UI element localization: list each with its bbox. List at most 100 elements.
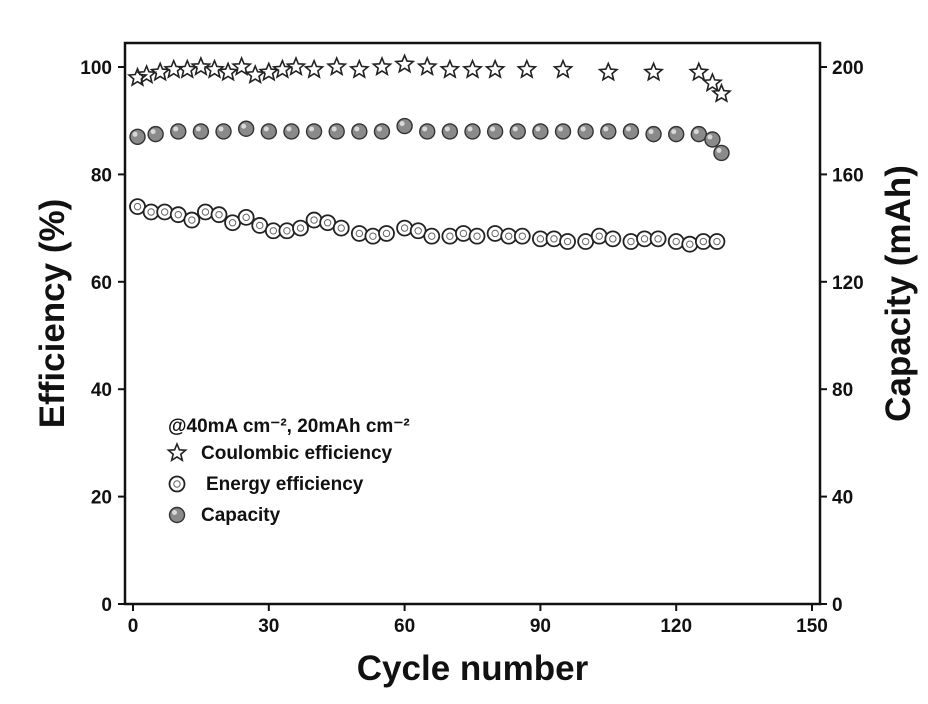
data-point — [559, 233, 576, 250]
data-point — [127, 66, 149, 87]
legend-marker — [168, 506, 186, 524]
data-point — [622, 233, 640, 250]
data-point — [423, 227, 441, 245]
data-point — [416, 55, 438, 77]
data-point — [532, 123, 549, 140]
data-point — [210, 206, 228, 224]
legend-label: Energy efficiency — [206, 474, 364, 495]
x-tick-label: 120 — [660, 616, 692, 637]
data-point — [169, 206, 187, 224]
data-point — [439, 58, 461, 79]
data-point — [237, 208, 255, 226]
data-point — [708, 233, 726, 250]
data-point — [351, 123, 368, 140]
data-point — [326, 55, 348, 77]
data-point — [183, 211, 201, 229]
data-point — [516, 58, 538, 79]
data-point — [332, 219, 350, 237]
y-right-tick-label: 120 — [832, 273, 864, 294]
data-point — [371, 55, 393, 77]
data-point — [509, 123, 526, 140]
data-point — [600, 123, 617, 140]
data-point — [681, 235, 699, 253]
data-point — [328, 123, 345, 140]
y-right-tick-label: 0 — [832, 595, 843, 616]
y-axis-right-title: Capacity (mAh) — [879, 165, 918, 422]
data-point — [577, 123, 594, 140]
data-point — [396, 219, 414, 237]
y-left-tick-label: 20 — [91, 488, 112, 509]
data-point — [378, 225, 395, 242]
data-point — [364, 227, 382, 245]
data-point — [597, 61, 619, 82]
data-point — [649, 230, 667, 248]
y-left-tick-label: 100 — [80, 58, 112, 79]
series-circle-filled — [129, 117, 730, 162]
data-point — [170, 123, 187, 140]
y-right-tick-label: 80 — [832, 380, 853, 401]
data-point — [690, 125, 708, 143]
data-point — [513, 227, 531, 245]
data-point — [149, 61, 171, 82]
data-point — [486, 225, 504, 242]
data-point — [701, 71, 724, 93]
data-point — [129, 198, 146, 216]
plot-frame — [123, 41, 822, 606]
data-point — [441, 123, 459, 140]
data-point — [419, 123, 436, 140]
data-point — [590, 227, 608, 245]
data-point — [303, 58, 325, 79]
legend-label: Capacity — [201, 505, 281, 526]
data-point — [468, 227, 486, 245]
y-right-tick-label: 160 — [832, 165, 864, 186]
data-point — [271, 58, 293, 79]
x-tick-label: 90 — [530, 616, 551, 637]
data-point — [552, 58, 574, 79]
x-tick-label: 60 — [394, 616, 415, 637]
series-star-open — [127, 53, 732, 103]
y-left-tick-label: 0 — [101, 595, 112, 616]
data-point — [350, 225, 368, 242]
data-point — [192, 123, 210, 140]
data-point — [668, 125, 685, 143]
y-left-tick-label: 40 — [91, 380, 112, 401]
data-point — [348, 58, 370, 79]
data-point — [604, 230, 622, 248]
legend-header: @40mA cm⁻², 20mAh cm⁻² — [168, 416, 410, 437]
data-point — [176, 58, 198, 79]
plot-marks — [127, 53, 732, 253]
data-point — [215, 123, 232, 140]
data-point — [373, 123, 391, 140]
series-circle-open — [129, 198, 726, 253]
data-point — [285, 55, 307, 77]
y-left-tick-label: 60 — [91, 273, 112, 294]
data-point — [393, 53, 416, 74]
data-point — [156, 203, 174, 221]
data-point — [710, 82, 732, 103]
data-point — [190, 55, 212, 77]
data-point — [486, 123, 504, 140]
data-point — [197, 203, 214, 221]
data-point — [464, 123, 481, 140]
data-point — [217, 61, 239, 82]
data-point — [622, 123, 640, 140]
data-point — [147, 125, 164, 143]
x-tick-label: 150 — [796, 616, 828, 637]
y-left-tick-label: 80 — [91, 165, 112, 186]
data-point — [688, 61, 710, 82]
legend: @40mA cm⁻², 20mAh cm⁻² Coulombic efficie… — [166, 416, 410, 526]
data-point — [278, 222, 296, 240]
data-point — [163, 58, 185, 79]
data-point — [237, 120, 255, 137]
data-point — [441, 227, 459, 245]
data-point — [283, 123, 300, 140]
data-point — [484, 58, 506, 79]
data-point — [642, 61, 665, 82]
data-point — [713, 144, 730, 162]
data-point — [135, 64, 158, 84]
data-point — [292, 219, 309, 237]
data-point — [260, 123, 277, 140]
data-point — [305, 211, 323, 229]
data-point — [231, 55, 253, 77]
